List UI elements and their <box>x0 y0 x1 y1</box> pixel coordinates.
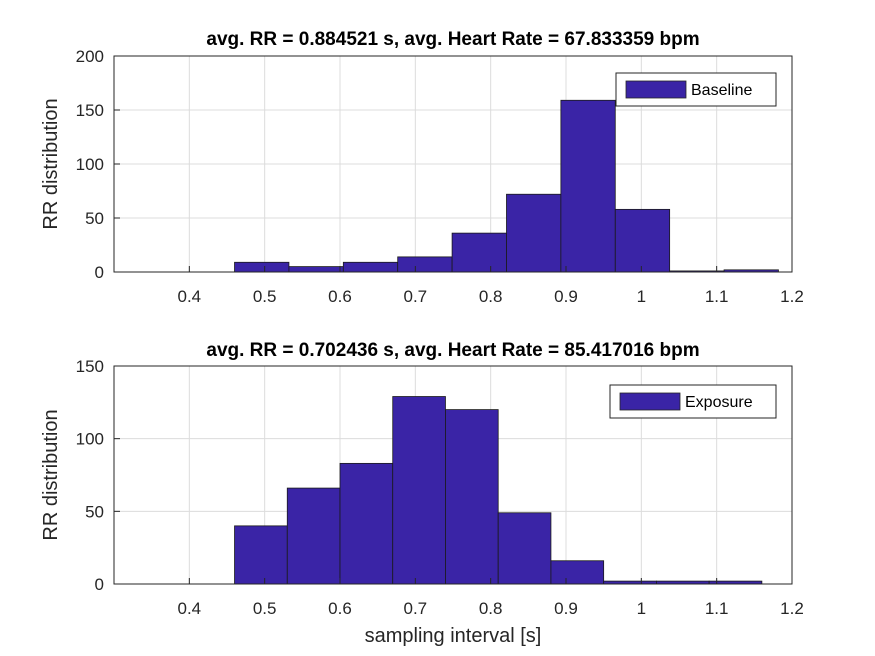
legend-swatch <box>625 80 687 99</box>
chart-title: avg. RR = 0.884521 s, avg. Heart Rate = … <box>206 29 699 50</box>
y-tick-label: 150 <box>76 101 104 120</box>
y-tick-label: 100 <box>76 155 104 174</box>
histogram-bar <box>506 193 562 273</box>
legend: Baseline <box>615 72 777 107</box>
y-tick-labels: 0 50 100 150 200 <box>76 47 120 282</box>
x-tick-label: 0.6 <box>328 599 352 618</box>
histogram-bar <box>234 525 288 585</box>
axes-box <box>113 365 793 585</box>
y-tick-label: 100 <box>76 430 104 449</box>
x-tick-label: 0.5 <box>253 599 277 618</box>
x-tick-label: 1.1 <box>705 599 729 618</box>
x-tick-label: 0.9 <box>554 287 578 306</box>
y-tick-label: 50 <box>85 209 104 228</box>
x-tick-label: 0.7 <box>404 287 428 306</box>
y-tick-label: 50 <box>85 502 104 521</box>
histogram-bar <box>550 560 605 585</box>
histogram-bar <box>445 409 499 585</box>
histogram-bar <box>288 266 344 273</box>
histogram-bar <box>234 261 290 273</box>
subplot-baseline: avg. RR = 0.884521 s, avg. Heart Rate = … <box>40 29 804 306</box>
x-tick-label: 0.8 <box>479 287 503 306</box>
legend-swatch <box>619 392 681 411</box>
x-tick-label: 0.8 <box>479 599 503 618</box>
x-tick-label: 1.2 <box>780 599 804 618</box>
x-tick-label: 0.7 <box>404 599 428 618</box>
x-tick-labels: 0.4 0.5 0.6 0.7 0.8 0.9 1 1.1 1.2 <box>178 578 804 618</box>
y-axis-label: RR distribution <box>40 98 62 229</box>
histogram-bars <box>234 99 779 273</box>
y-axis-label: RR distribution <box>40 409 62 540</box>
x-tick-label: 1 <box>637 287 646 306</box>
chart-title: avg. RR = 0.702436 s, avg. Heart Rate = … <box>206 340 699 361</box>
histogram-bar <box>614 208 671 273</box>
histogram-bar <box>339 462 394 585</box>
x-tick-label: 1.2 <box>780 287 804 306</box>
x-tick-label: 0.4 <box>178 599 202 618</box>
x-tick-label: 0.5 <box>253 287 277 306</box>
histogram-bar <box>342 261 399 273</box>
y-tick-labels: 0 50 100 150 <box>76 357 120 594</box>
y-tick-label: 0 <box>95 263 104 282</box>
subplot-exposure: avg. RR = 0.702436 s, avg. Heart Rate = … <box>40 340 804 647</box>
legend-entry: Exposure <box>685 394 753 411</box>
y-tick-label: 150 <box>76 357 104 376</box>
x-tick-label: 0.4 <box>178 287 202 306</box>
histogram-bar <box>497 512 552 585</box>
histogram-bar <box>560 99 616 273</box>
x-tick-label: 0.6 <box>328 287 352 306</box>
x-tick-label: 1.1 <box>705 287 729 306</box>
histogram-bar <box>397 256 453 273</box>
legend: Exposure <box>609 384 777 419</box>
legend-entry: Baseline <box>691 82 752 99</box>
y-tick-label: 0 <box>95 575 104 594</box>
x-tick-labels: 0.4 0.5 0.6 0.7 0.8 0.9 1 1.1 1.2 <box>178 266 804 306</box>
x-tick-label: 1 <box>637 599 646 618</box>
histogram-bar <box>451 232 507 273</box>
x-tick-label: 0.9 <box>554 599 578 618</box>
x-axis-label: sampling interval [s] <box>365 625 542 647</box>
histogram-bar <box>286 487 341 585</box>
histogram-bar <box>392 396 446 585</box>
y-tick-label: 200 <box>76 47 104 66</box>
